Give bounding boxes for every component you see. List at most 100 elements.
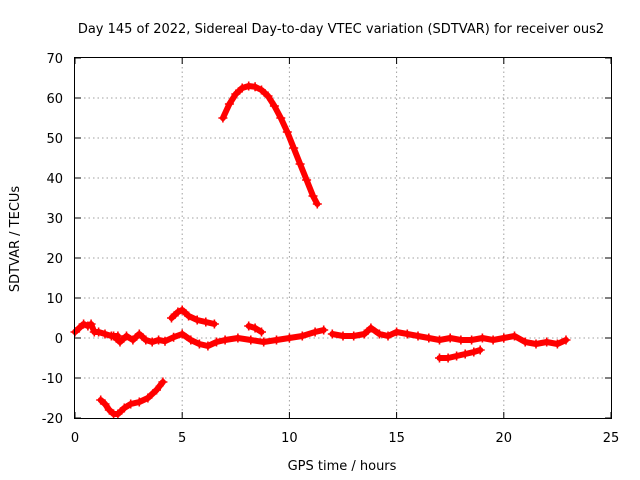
data-point xyxy=(128,335,138,345)
x-tick-label: 25 xyxy=(603,431,620,446)
data-point xyxy=(192,315,202,325)
data-point xyxy=(201,317,211,327)
series-trace xyxy=(72,321,121,339)
data-point xyxy=(96,395,106,405)
data-point xyxy=(319,325,329,335)
data-point xyxy=(143,393,153,403)
data-point xyxy=(310,327,320,337)
y-tick-label: 60 xyxy=(46,92,63,107)
data-point xyxy=(561,335,571,345)
data-point xyxy=(366,323,376,333)
data-point xyxy=(109,331,119,341)
x-tick-label: 20 xyxy=(496,431,513,446)
data-point xyxy=(435,353,444,363)
x-axis-label: GPS time / hours xyxy=(288,459,397,474)
data-point xyxy=(113,409,123,419)
x-tick-label: 15 xyxy=(388,431,405,446)
data-point xyxy=(250,323,260,333)
data-point xyxy=(147,337,157,347)
data-point xyxy=(269,101,279,111)
data-point xyxy=(122,331,131,341)
series-arc-5 xyxy=(218,81,322,209)
data-point xyxy=(218,113,228,123)
data-point xyxy=(297,331,307,341)
data-point xyxy=(374,329,384,339)
data-point xyxy=(177,329,187,339)
x-tick-label: 10 xyxy=(281,431,298,446)
series-arc-2 xyxy=(96,377,168,419)
data-point xyxy=(167,313,176,323)
data-point xyxy=(552,339,562,349)
y-tick-label: 70 xyxy=(46,52,63,67)
data-point xyxy=(302,175,312,185)
data-point xyxy=(452,351,462,361)
data-point xyxy=(152,385,161,395)
data-point xyxy=(119,403,129,413)
data-point xyxy=(169,332,179,342)
data-point xyxy=(510,331,519,341)
data-point xyxy=(469,347,479,357)
data-point xyxy=(308,191,318,201)
data-point xyxy=(531,339,541,349)
data-point xyxy=(194,339,204,349)
x-tick-label: 5 xyxy=(178,431,186,446)
data-point xyxy=(263,91,273,101)
chart-title: Day 145 of 2022, Sidereal Day-to-day VTE… xyxy=(78,22,604,37)
data-point xyxy=(141,335,151,345)
data-point xyxy=(173,307,183,317)
data-point xyxy=(86,319,96,329)
data-point xyxy=(203,341,213,351)
data-point xyxy=(186,335,196,345)
series-arc-3 xyxy=(109,325,329,351)
data-point xyxy=(160,336,170,346)
data-point xyxy=(74,323,84,333)
data-point xyxy=(259,337,269,347)
data-point xyxy=(134,329,144,339)
data-point xyxy=(284,333,294,343)
data-point xyxy=(257,327,266,337)
data-point xyxy=(100,399,110,409)
data-point xyxy=(94,327,104,337)
data-point xyxy=(276,113,286,123)
data-point xyxy=(212,337,221,347)
data-point xyxy=(257,85,266,95)
series-arc-7 xyxy=(327,323,571,349)
x-tick-label: 0 xyxy=(71,431,79,446)
data-point xyxy=(467,335,477,345)
data-point xyxy=(209,319,219,329)
series-arc-8 xyxy=(435,345,485,363)
y-tick-label: 40 xyxy=(46,172,63,187)
data-point xyxy=(456,335,466,345)
data-point xyxy=(477,333,487,343)
data-point xyxy=(100,329,110,339)
data-point xyxy=(233,333,243,343)
data-point xyxy=(383,331,393,341)
y-tick-label: 50 xyxy=(46,132,63,147)
data-point xyxy=(542,337,552,347)
data-point xyxy=(220,335,230,345)
y-tick-label: 0 xyxy=(55,332,63,347)
data-point xyxy=(158,377,168,387)
data-point xyxy=(413,331,423,341)
y-tick-label: -20 xyxy=(42,412,63,427)
data-point xyxy=(402,329,412,339)
data-point xyxy=(115,337,125,347)
y-axis-label: SDTVAR / TECUs xyxy=(8,186,23,293)
data-point xyxy=(327,329,337,339)
y-tick-label: 20 xyxy=(46,252,63,267)
plot-frame xyxy=(74,57,612,419)
data-point xyxy=(134,397,144,407)
data-point xyxy=(246,335,256,345)
data-point xyxy=(184,311,194,321)
data-point xyxy=(359,329,369,339)
series-arc-4 xyxy=(167,305,219,329)
data-point xyxy=(154,335,164,345)
y-tick-label: 10 xyxy=(46,292,63,307)
series-trace xyxy=(219,83,321,207)
axis-ticks: 0 5 10 15 20 25 -20 -10 0 10 20 30 40 50 60 70 xyxy=(42,52,620,446)
data-point xyxy=(237,83,247,93)
data-point xyxy=(126,399,136,409)
data-point xyxy=(272,335,281,345)
data-point xyxy=(445,333,455,343)
